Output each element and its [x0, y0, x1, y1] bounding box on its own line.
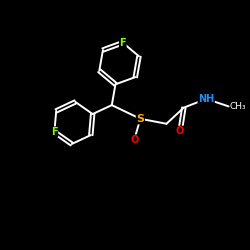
Text: O: O	[130, 135, 138, 145]
Text: F: F	[120, 38, 126, 48]
Text: F: F	[51, 127, 58, 137]
Text: O: O	[176, 126, 184, 136]
Text: CH₃: CH₃	[230, 102, 246, 111]
Text: NH: NH	[198, 94, 214, 104]
Text: S: S	[136, 114, 144, 124]
